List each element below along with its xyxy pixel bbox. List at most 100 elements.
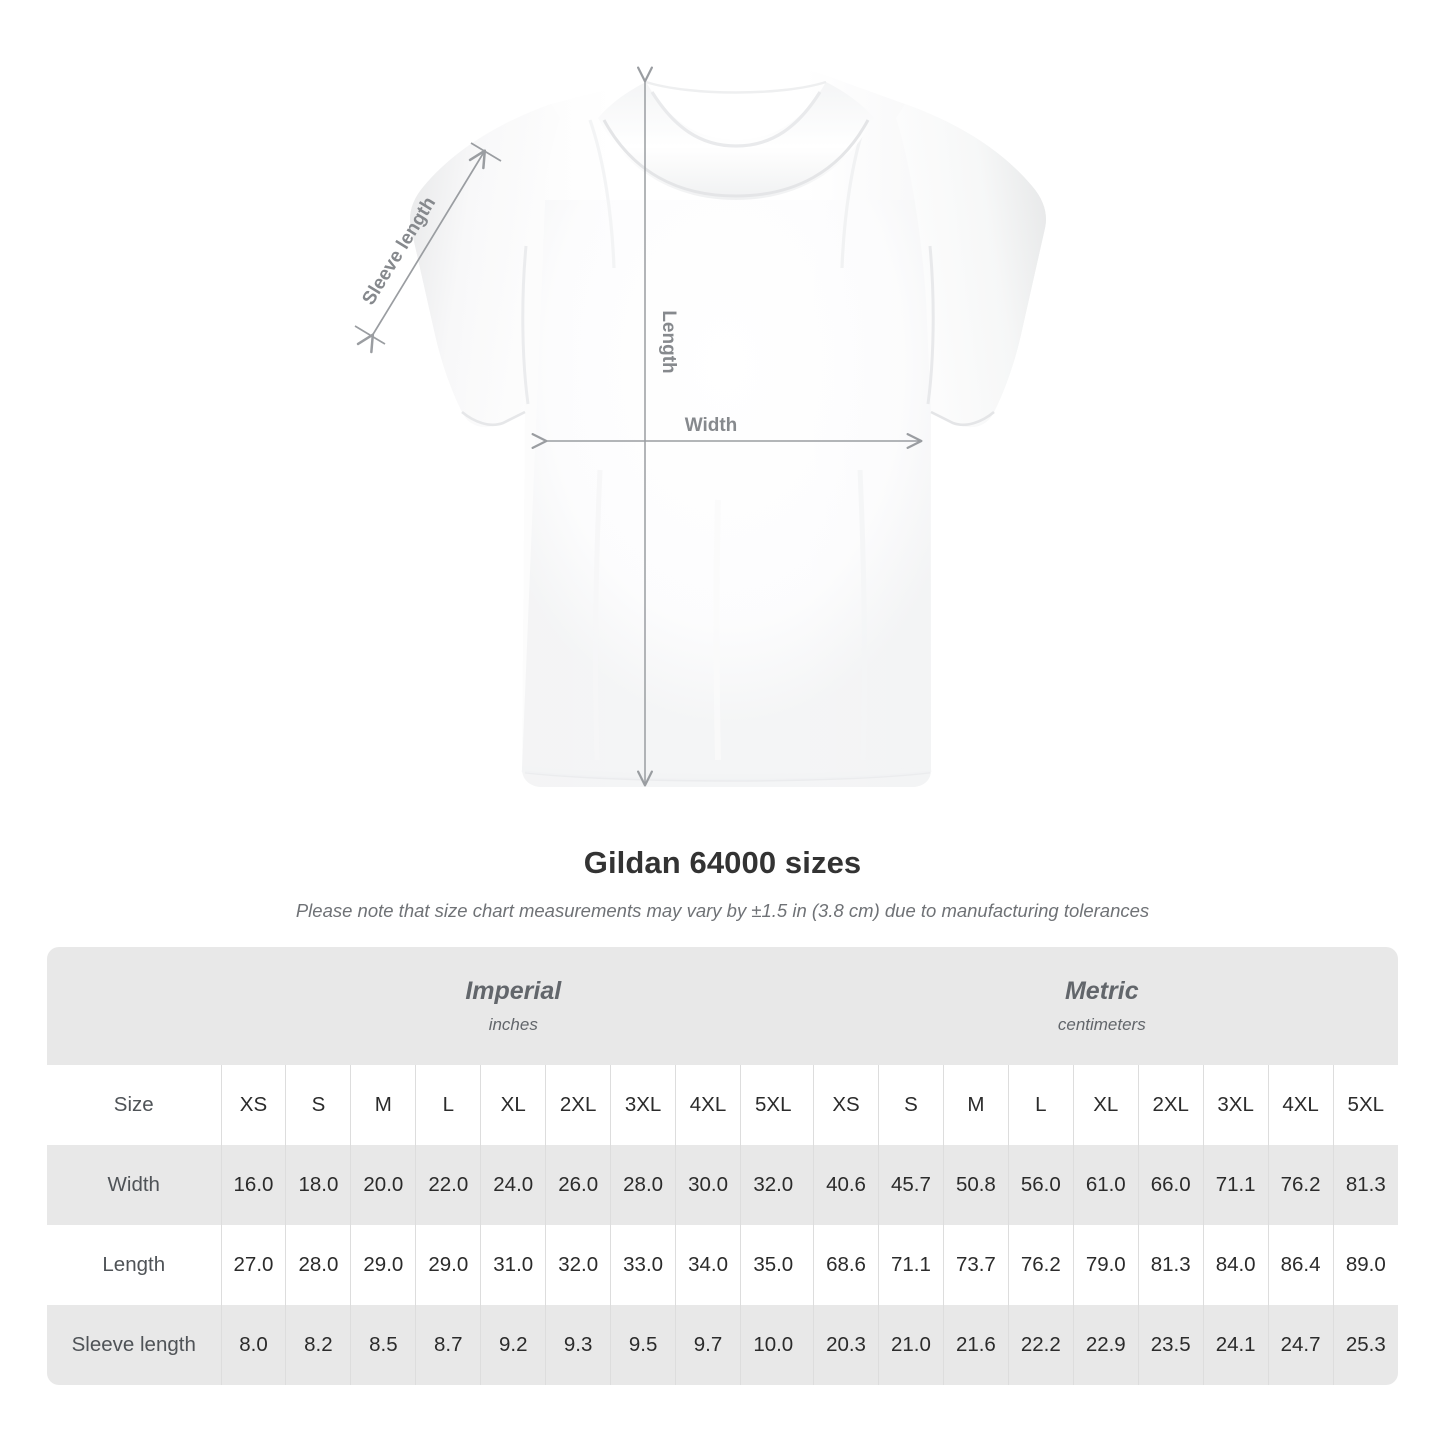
cell-sleeve-length-imperial-XL: 9.2 <box>480 1305 546 1385</box>
cell-length-imperial-5XL: 35.0 <box>739 1225 806 1305</box>
table-row: Length 27.0 28.0 29.0 29.0 31.0 32.0 33.0 34.0 35… <box>47 1225 1399 1305</box>
header-cell-metric-2XL: 2XL <box>1137 1065 1204 1145</box>
row-gap <box>805 1145 814 1225</box>
unit-group-imperial-name: Imperial <box>465 977 562 1005</box>
row-label-length: Length <box>47 1225 221 1305</box>
header-cell-metric-S: S <box>877 1065 944 1145</box>
unit-group-metric-name: Metric <box>1064 977 1139 1005</box>
cell-width-metric-2XL: 66.0 <box>1137 1145 1204 1225</box>
cell-sleeve-length-metric-XL: 22.9 <box>1072 1305 1139 1385</box>
header-cell-imperial-4XL: 4XL <box>675 1065 741 1145</box>
table-row: Width 16.0 18.0 20.0 22.0 24.0 26.0 28.0 30.0 32.… <box>47 1145 1399 1225</box>
cell-length-metric-3XL: 84.0 <box>1202 1225 1269 1305</box>
header-cell-metric-3XL: 3XL <box>1202 1065 1269 1145</box>
cell-sleeve-length-imperial-5XL: 10.0 <box>739 1305 806 1385</box>
header-cell-metric-M: M <box>942 1065 1009 1145</box>
cell-sleeve-length-metric-4XL: 24.7 <box>1267 1305 1334 1385</box>
cell-width-imperial-4XL: 30.0 <box>675 1145 741 1225</box>
tshirt-illustration: Sleeve length Length Width <box>354 62 1046 788</box>
cell-width-imperial-XL: 24.0 <box>480 1145 546 1225</box>
row-gap <box>805 1225 814 1305</box>
cell-width-metric-5XL: 81.3 <box>1332 1145 1399 1225</box>
cell-length-metric-XL: 79.0 <box>1072 1225 1139 1305</box>
size-chart-table: Imperial inches Metric centimeters Size X… <box>47 947 1399 1385</box>
unit-banner-row: Imperial inches Metric centimeters <box>47 947 1399 1065</box>
cell-length-metric-XS: 68.6 <box>813 1225 879 1305</box>
tshirt-diagram: Sleeve length Length Width <box>354 62 1046 788</box>
cell-width-metric-4XL: 76.2 <box>1267 1145 1334 1225</box>
header-cell-imperial-2XL: 2XL <box>545 1065 611 1145</box>
unit-group-imperial-sub: inches <box>488 1015 538 1034</box>
cell-width-metric-3XL: 71.1 <box>1202 1145 1269 1225</box>
cell-width-imperial-3XL: 28.0 <box>610 1145 676 1225</box>
cell-width-metric-M: 50.8 <box>942 1145 1009 1225</box>
cell-width-metric-S: 45.7 <box>877 1145 944 1225</box>
length-dimension: Length <box>637 66 679 787</box>
cell-sleeve-length-imperial-4XL: 9.7 <box>675 1305 741 1385</box>
header-cell-imperial-XL: XL <box>480 1065 546 1145</box>
header-cell-metric-4XL: 4XL <box>1267 1065 1334 1145</box>
title-block: Gildan 64000 sizes Please note that size… <box>0 845 1445 923</box>
cell-sleeve-length-imperial-2XL: 9.3 <box>545 1305 611 1385</box>
cell-length-imperial-L: 29.0 <box>415 1225 481 1305</box>
cell-sleeve-length-metric-2XL: 23.5 <box>1137 1305 1204 1385</box>
header-cell-metric-XL: XL <box>1072 1065 1139 1145</box>
cell-width-imperial-L: 22.0 <box>415 1145 481 1225</box>
cell-sleeve-length-imperial-S: 8.2 <box>285 1305 351 1385</box>
cell-sleeve-length-metric-S: 21.0 <box>877 1305 944 1385</box>
cell-length-metric-M: 73.7 <box>942 1225 1009 1305</box>
header-cell-imperial-5XL: 5XL <box>739 1065 806 1145</box>
unit-group-metric-sub: centimeters <box>1057 1015 1146 1034</box>
cell-sleeve-length-metric-XS: 20.3 <box>813 1305 879 1385</box>
header-cell-metric-XS: XS <box>813 1065 879 1145</box>
cell-length-metric-L: 76.2 <box>1007 1225 1074 1305</box>
cell-length-imperial-M: 29.0 <box>350 1225 416 1305</box>
width-label: Width <box>685 415 738 436</box>
header-gap <box>805 1065 814 1145</box>
cell-length-imperial-2XL: 32.0 <box>545 1225 611 1305</box>
cell-sleeve-length-metric-L: 22.2 <box>1007 1305 1074 1385</box>
header-cell-imperial-S: S <box>285 1065 351 1145</box>
cell-length-metric-S: 71.1 <box>877 1225 944 1305</box>
cell-sleeve-length-imperial-XS: 8.0 <box>220 1305 286 1385</box>
cell-sleeve-length-metric-M: 21.6 <box>942 1305 1009 1385</box>
header-cell-metric-5XL: 5XL <box>1332 1065 1399 1145</box>
shirt-shape <box>410 62 1046 788</box>
cell-width-imperial-5XL: 32.0 <box>739 1145 806 1225</box>
cell-length-imperial-XL: 31.0 <box>480 1225 546 1305</box>
width-dimension: Width <box>531 415 923 449</box>
cell-length-metric-4XL: 86.4 <box>1267 1225 1334 1305</box>
cell-length-imperial-3XL: 33.0 <box>610 1225 676 1305</box>
row-gap <box>805 1305 814 1385</box>
header-cell-imperial-L: L <box>415 1065 481 1145</box>
cell-length-imperial-S: 28.0 <box>285 1225 351 1305</box>
row-label-width: Width <box>47 1145 221 1225</box>
cell-width-metric-L: 56.0 <box>1007 1145 1074 1225</box>
cell-length-imperial-XS: 27.0 <box>220 1225 286 1305</box>
header-cell-metric-L: L <box>1007 1065 1074 1145</box>
cell-sleeve-length-imperial-M: 8.5 <box>350 1305 416 1385</box>
cell-width-imperial-XS: 16.0 <box>220 1145 286 1225</box>
header-size-label: Size <box>47 1065 221 1145</box>
cell-width-metric-XS: 40.6 <box>813 1145 879 1225</box>
table-row: Sleeve length 8.0 8.2 8.5 8.7 9.2 9.3 9.5 9.7 10.… <box>47 1305 1399 1385</box>
cell-width-imperial-M: 20.0 <box>350 1145 416 1225</box>
tolerance-note: Please note that size chart measurements… <box>295 900 1150 921</box>
table-header-row: Size XS S M L XL 2XL 3XL 4XL 5XL XS S M L XL 2XL 3XL 4XL 5… <box>47 1065 1399 1145</box>
cell-width-imperial-S: 18.0 <box>285 1145 351 1225</box>
cell-length-imperial-4XL: 34.0 <box>675 1225 741 1305</box>
unit-group-imperial: Imperial inches <box>221 947 806 1065</box>
row-label-sleeve-length: Sleeve length <box>47 1305 221 1385</box>
cell-sleeve-length-metric-3XL: 24.1 <box>1202 1305 1269 1385</box>
unit-group-metric: Metric centimeters <box>805 947 1399 1065</box>
page-title: Gildan 64000 sizes <box>583 845 862 880</box>
cell-sleeve-length-imperial-L: 8.7 <box>415 1305 481 1385</box>
header-cell-imperial-XS: XS <box>220 1065 286 1145</box>
header-cell-imperial-M: M <box>350 1065 416 1145</box>
cell-length-metric-2XL: 81.3 <box>1137 1225 1204 1305</box>
header-cell-imperial-3XL: 3XL <box>610 1065 676 1145</box>
unit-banner-spacer <box>47 947 221 1065</box>
cell-width-imperial-2XL: 26.0 <box>545 1145 611 1225</box>
cell-sleeve-length-imperial-3XL: 9.5 <box>610 1305 676 1385</box>
cell-sleeve-length-metric-5XL: 25.3 <box>1332 1305 1399 1385</box>
